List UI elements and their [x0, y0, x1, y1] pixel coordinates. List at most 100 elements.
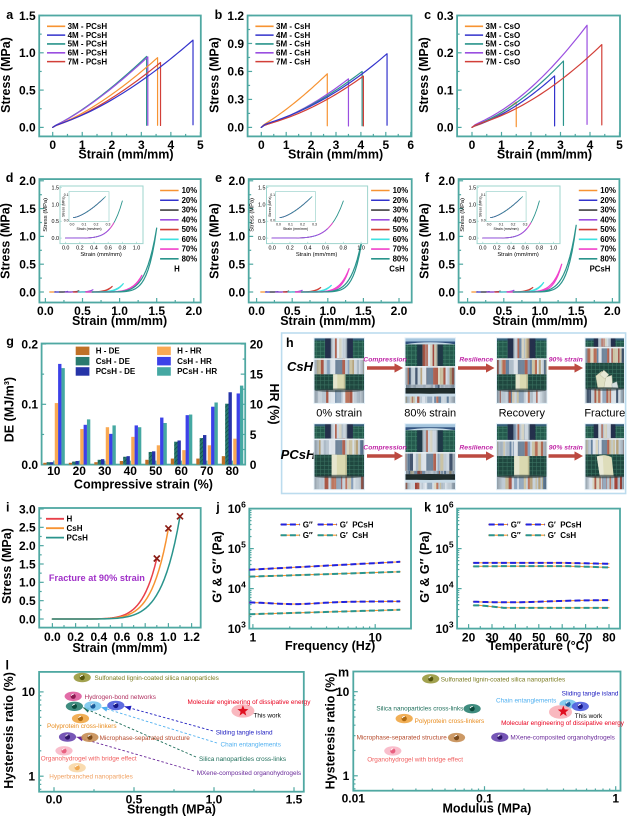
svg-text:0.3: 0.3	[312, 223, 317, 227]
svg-text:Stress (MPa): Stress (MPa)	[0, 37, 13, 113]
svg-text:0.0: 0.0	[479, 246, 487, 252]
svg-text:50: 50	[149, 464, 163, 478]
svg-text:1.0: 1.0	[19, 46, 36, 60]
svg-text:1.0: 1.0	[52, 202, 60, 208]
svg-text:Organohydrogel with bridge eff: Organohydrogel with bridge effect	[41, 756, 137, 763]
svg-text:20%: 20%	[600, 196, 616, 205]
svg-text:5M - CsH: 5M - CsH	[276, 40, 310, 49]
svg-text:0.0: 0.0	[438, 285, 455, 299]
svg-text:CsH: CsH	[287, 359, 314, 374]
svg-text:Sliding tangle island: Sliding tangle island	[216, 730, 273, 737]
svg-text:0.3: 0.3	[437, 9, 454, 23]
svg-text:70%: 70%	[182, 245, 198, 254]
svg-text:0.1: 0.1	[21, 398, 38, 412]
svg-text:3M - PCsH: 3M - PCsH	[68, 22, 108, 31]
svg-text:70: 70	[200, 464, 214, 478]
svg-text:Fracture at 90% strain: Fracture at 90% strain	[49, 573, 145, 583]
svg-text:4: 4	[587, 138, 594, 152]
svg-text:k: k	[424, 501, 431, 515]
svg-text:h: h	[286, 336, 294, 350]
svg-text:0.5: 0.5	[19, 594, 36, 608]
svg-text:10: 10	[47, 464, 61, 478]
svg-text:MXene-composited organohydroge: MXene-composited organohydrogels	[197, 770, 301, 777]
svg-text:CsH: CsH	[67, 524, 83, 533]
svg-text:0.5: 0.5	[438, 258, 455, 272]
svg-text:1: 1	[498, 138, 505, 152]
svg-text:3M - CsO: 3M - CsO	[486, 22, 521, 31]
svg-text:7M - CsH: 7M - CsH	[276, 57, 310, 66]
svg-text:30%: 30%	[393, 206, 409, 215]
svg-text:0.1: 0.1	[288, 223, 293, 227]
svg-text:f: f	[425, 171, 430, 185]
svg-text:Polyprotein cross-linkers: Polyprotein cross-linkers	[47, 723, 117, 730]
svg-text:0.8: 0.8	[119, 246, 127, 252]
svg-text:0.0: 0.0	[487, 223, 492, 227]
svg-text:Microphase-separated structure: Microphase-separated structure	[357, 735, 448, 742]
svg-text:60: 60	[556, 631, 570, 645]
svg-text:5: 5	[197, 138, 204, 152]
svg-text:m: m	[338, 666, 349, 680]
svg-text:a: a	[6, 8, 14, 22]
svg-text:0.1: 0.1	[499, 223, 504, 227]
svg-text:0.4: 0.4	[304, 246, 312, 252]
svg-text:1.5: 1.5	[258, 186, 266, 192]
svg-text:Recovery: Recovery	[499, 407, 546, 419]
svg-text:G″: G″	[511, 520, 521, 529]
svg-text:30%: 30%	[182, 206, 198, 215]
svg-text:Compressive strain (%): Compressive strain (%)	[74, 478, 213, 492]
svg-text:10: 10	[369, 631, 383, 645]
svg-text:0.0: 0.0	[52, 236, 60, 242]
svg-text:0.0: 0.0	[46, 792, 63, 806]
svg-text:DE (MJ/m³): DE (MJ/m³)	[3, 377, 17, 442]
svg-text:80: 80	[226, 464, 240, 478]
svg-text:G″: G″	[303, 520, 313, 529]
svg-text:0.6: 0.6	[227, 65, 244, 79]
svg-text:1.2: 1.2	[183, 630, 200, 644]
svg-text:40: 40	[124, 464, 138, 478]
svg-text:Chain entanglements: Chain entanglements	[221, 742, 281, 749]
svg-text:Strain (mm/mm): Strain (mm/mm)	[78, 148, 173, 162]
svg-text:Stress (MPa): Stress (MPa)	[250, 198, 256, 232]
svg-text:1.5: 1.5	[52, 186, 60, 192]
svg-text:0.5: 0.5	[284, 304, 301, 318]
svg-text:4M - CsO: 4M - CsO	[486, 31, 521, 40]
svg-text:1.5: 1.5	[286, 792, 303, 806]
svg-text:Silica nanoparticles cross-lin: Silica nanoparticles cross-links	[376, 706, 463, 713]
svg-text:0.4: 0.4	[90, 630, 107, 644]
svg-text:0.5: 0.5	[229, 258, 246, 272]
svg-text:Strain (mm/mm): Strain (mm/mm)	[296, 252, 338, 258]
svg-text:g: g	[6, 335, 14, 349]
svg-text:MXene-composited organohydroge: MXene-composited organohydrogels	[510, 735, 614, 742]
svg-text:0.2: 0.2	[437, 46, 454, 60]
svg-text:1.0: 1.0	[469, 202, 477, 208]
svg-text:20%: 20%	[393, 196, 409, 205]
svg-text:0.1: 0.1	[82, 223, 87, 227]
svg-text:10: 10	[22, 685, 36, 699]
svg-text:2.0: 2.0	[19, 539, 36, 553]
svg-text:20%: 20%	[182, 196, 198, 205]
svg-text:10%: 10%	[600, 186, 616, 195]
svg-text:0.1: 0.1	[64, 193, 69, 197]
svg-text:0.5: 0.5	[495, 304, 512, 318]
svg-text:60%: 60%	[393, 235, 409, 244]
svg-text:0.5: 0.5	[469, 219, 477, 225]
svg-text:5M - CsO: 5M - CsO	[486, 40, 521, 49]
svg-text:0.3: 0.3	[227, 93, 244, 107]
svg-text:CsH - DE: CsH - DE	[96, 357, 131, 366]
svg-text:0.3: 0.3	[106, 223, 111, 227]
svg-text:1.0: 1.0	[532, 304, 549, 318]
svg-text:0.0: 0.0	[21, 458, 38, 472]
svg-text:0.0: 0.0	[227, 121, 244, 135]
svg-text:Strain (mm/mm): Strain (mm/mm)	[80, 252, 122, 258]
svg-text:1.0: 1.0	[111, 304, 128, 318]
svg-text:2.0: 2.0	[185, 304, 202, 318]
svg-text:Strain (mm/mm): Strain (mm/mm)	[283, 227, 308, 231]
svg-text:0: 0	[258, 138, 265, 152]
svg-text:1.0: 1.0	[550, 246, 558, 252]
svg-text:0.0: 0.0	[70, 223, 75, 227]
svg-text:Hyperbranched nanoparticles: Hyperbranched nanoparticles	[49, 773, 132, 780]
svg-text:30%: 30%	[600, 206, 616, 215]
svg-text:1.5: 1.5	[19, 9, 36, 23]
svg-text:0% strain: 0% strain	[316, 407, 362, 419]
svg-text:Modulus (MPa): Modulus (MPa)	[442, 801, 531, 815]
